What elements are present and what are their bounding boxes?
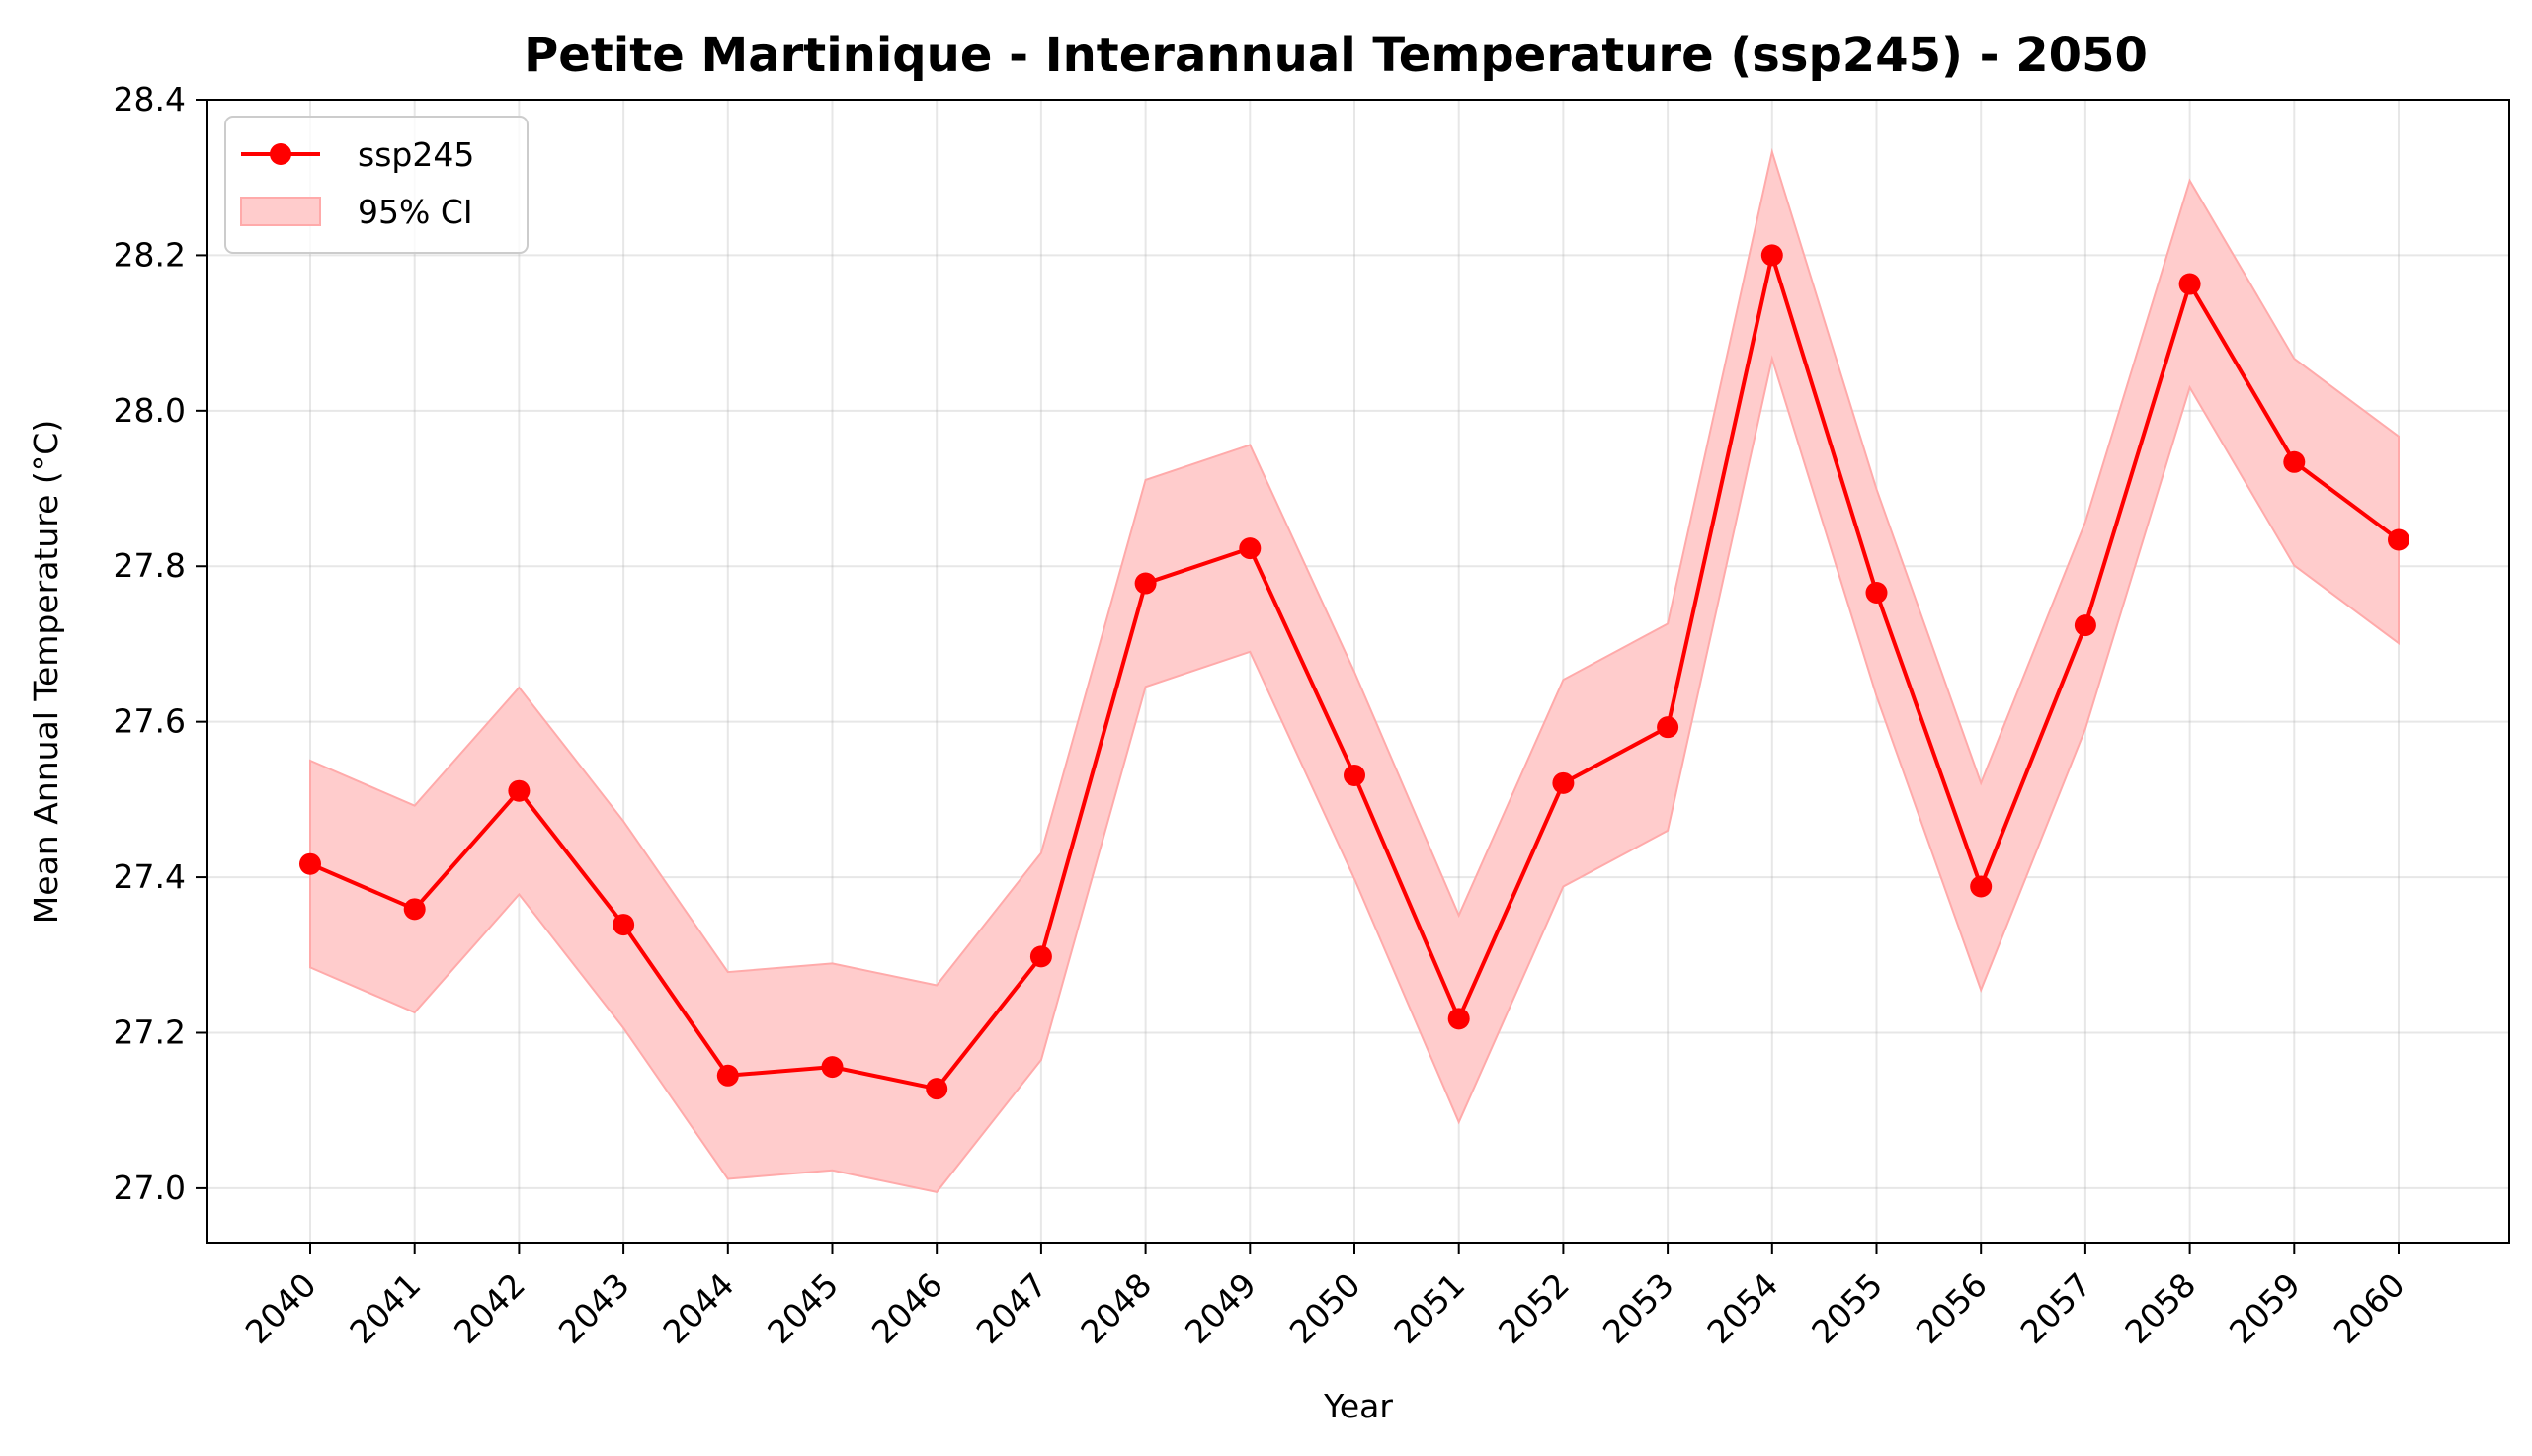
x-tick-label: 2040 [238, 1265, 324, 1351]
x-tick-label: 2051 [1386, 1265, 1472, 1351]
data-point [2074, 614, 2096, 637]
data-point [299, 852, 321, 875]
data-point [1865, 582, 1888, 605]
x-tick-label: 2049 [1178, 1265, 1264, 1351]
legend: ssp245 95% CI [224, 116, 529, 254]
data-point [926, 1078, 948, 1100]
data-point [1447, 1008, 1470, 1030]
x-tick-label: 2044 [655, 1265, 741, 1351]
y-axis-ticks: 27.0 27.2 27.4 27.6 27.8 28.0 28.2 28.4 [114, 80, 207, 1207]
data-point [1239, 537, 1262, 560]
data-point [1970, 875, 1993, 898]
data-point [1552, 771, 1575, 794]
x-axis-label: Year [1323, 1387, 1393, 1425]
data-point [403, 898, 426, 921]
y-tick-label: 27.0 [114, 1169, 186, 1207]
x-tick-label: 2057 [2013, 1265, 2099, 1351]
data-point [613, 914, 635, 936]
x-tick-label: 2053 [1595, 1265, 1681, 1351]
data-point [716, 1064, 739, 1087]
x-tick-label: 2059 [2222, 1265, 2308, 1351]
data-point [1134, 572, 1157, 595]
x-tick-label: 2048 [1073, 1265, 1159, 1351]
x-tick-label: 2042 [447, 1265, 532, 1351]
data-points-layer [299, 244, 2409, 1100]
x-tick-label: 2050 [1282, 1265, 1368, 1351]
y-tick-label: 28.2 [114, 235, 186, 274]
x-tick-label: 2052 [1491, 1265, 1577, 1351]
data-point [1344, 764, 1365, 786]
data-point [2178, 273, 2201, 295]
legend-band-swatch [240, 197, 321, 226]
plot-frame [206, 99, 2510, 1244]
x-tick-label: 2056 [1909, 1265, 1995, 1351]
x-tick-label: 2055 [1804, 1265, 1890, 1351]
x-tick-label: 2045 [760, 1265, 846, 1351]
x-tick-label: 2047 [969, 1265, 1055, 1351]
data-point [1029, 945, 1052, 968]
data-point [821, 1056, 844, 1079]
x-tick-label: 2054 [1699, 1265, 1785, 1351]
data-point [2283, 450, 2306, 473]
legend-label-ci: 95% CI [358, 193, 473, 231]
x-tick-label: 2060 [2327, 1265, 2412, 1351]
y-tick-label: 28.0 [114, 391, 186, 430]
data-point [1657, 716, 1679, 739]
data-point [1760, 244, 1783, 267]
y-axis-label: Mean Annual Temperature (°C) [27, 420, 65, 924]
y-tick-label: 27.2 [114, 1012, 186, 1051]
x-tick-label: 2043 [551, 1265, 637, 1351]
y-tick-label: 27.8 [114, 546, 186, 585]
confidence-band [309, 147, 2400, 1193]
x-tick-label: 2041 [342, 1265, 428, 1351]
x-tick-label: 2046 [864, 1265, 950, 1351]
chart-title: Petite Martinique - Interannual Temperat… [524, 28, 2148, 83]
y-tick-label: 28.4 [114, 80, 186, 119]
legend-label-ssp245: ssp245 [358, 135, 474, 174]
data-point [2388, 528, 2409, 551]
legend-marker-swatch [270, 143, 291, 165]
x-tick-label: 2058 [2117, 1265, 2203, 1351]
data-point [508, 779, 531, 802]
y-tick-label: 27.6 [114, 702, 186, 741]
x-axis-ticks: 2040 2041 2042 2043 2044 2045 2046 2047 2048 2049… [238, 1243, 2412, 1351]
y-tick-label: 27.4 [114, 857, 186, 896]
confidence-band-layer [309, 147, 2400, 1193]
